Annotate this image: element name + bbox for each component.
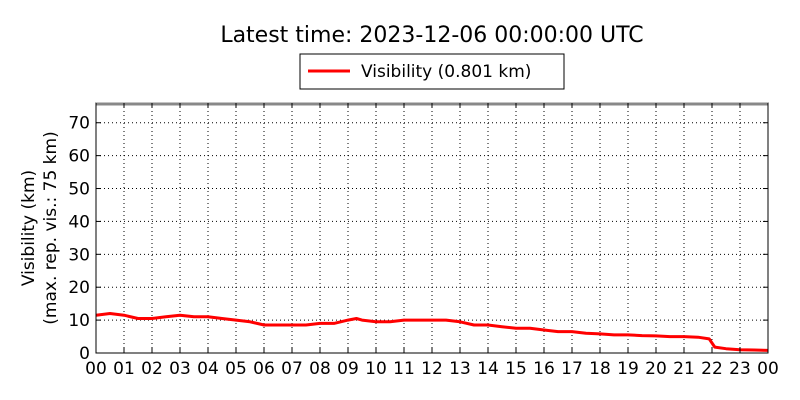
y-tick-label: 30 xyxy=(68,245,90,265)
x-tick-label: 00 xyxy=(757,359,779,379)
x-tick-label: 10 xyxy=(365,359,387,379)
x-tick-label: 08 xyxy=(309,359,331,379)
y-tick-label: 0 xyxy=(79,344,90,364)
x-tick-label: 07 xyxy=(281,359,303,379)
series-layer xyxy=(95,312,769,352)
x-tick-label: 21 xyxy=(673,359,695,379)
x-tick-label: 17 xyxy=(561,359,583,379)
chart-title: Latest time: 2023-12-06 00:00:00 UTC xyxy=(220,23,643,48)
y-axis-label: Visibility (km) xyxy=(19,170,39,286)
y-tick-label: 70 xyxy=(68,114,90,134)
x-tick-label: 11 xyxy=(393,359,415,379)
y-axis: 0 10 20 30 40 50 60 70 xyxy=(68,114,768,364)
x-tick-label: 16 xyxy=(533,359,555,379)
x-tick-label: 00 xyxy=(85,359,107,379)
x-tick-label: 02 xyxy=(141,359,163,379)
x-tick-label: 23 xyxy=(729,359,751,379)
y-tick-label: 60 xyxy=(68,147,90,167)
x-tick-label: 04 xyxy=(197,359,219,379)
x-tick-label: 01 xyxy=(113,359,135,379)
legend-label: Visibility (0.801 km) xyxy=(361,62,531,82)
x-tick-label: 15 xyxy=(505,359,527,379)
y-tick-label: 40 xyxy=(68,212,90,232)
legend: Visibility (0.801 km) xyxy=(299,53,565,90)
x-tick-label: 19 xyxy=(617,359,639,379)
visibility-series-line xyxy=(95,312,769,352)
x-tick-label: 05 xyxy=(225,359,247,379)
x-tick-label: 09 xyxy=(337,359,359,379)
x-tick-label: 13 xyxy=(449,359,471,379)
y-tick-label: 50 xyxy=(68,180,90,200)
x-axis: 00 01 02 03 04 05 06 07 08 09 10 11 12 13 14 15 16 17 18 19… xyxy=(85,103,779,379)
x-tick-label: 18 xyxy=(589,359,611,379)
y-tick-label: 20 xyxy=(68,278,90,298)
x-tick-label: 03 xyxy=(169,359,191,379)
x-tick-label: 22 xyxy=(701,359,723,379)
x-tick-label: 06 xyxy=(253,359,275,379)
x-tick-label: 14 xyxy=(477,359,499,379)
y-tick-label: 10 xyxy=(68,311,90,331)
grid xyxy=(96,103,768,353)
x-tick-label: 12 xyxy=(421,359,443,379)
x-tick-label: 20 xyxy=(645,359,667,379)
y-axis-sublabel: (max. rep. vis.: 75 km) xyxy=(41,131,61,324)
